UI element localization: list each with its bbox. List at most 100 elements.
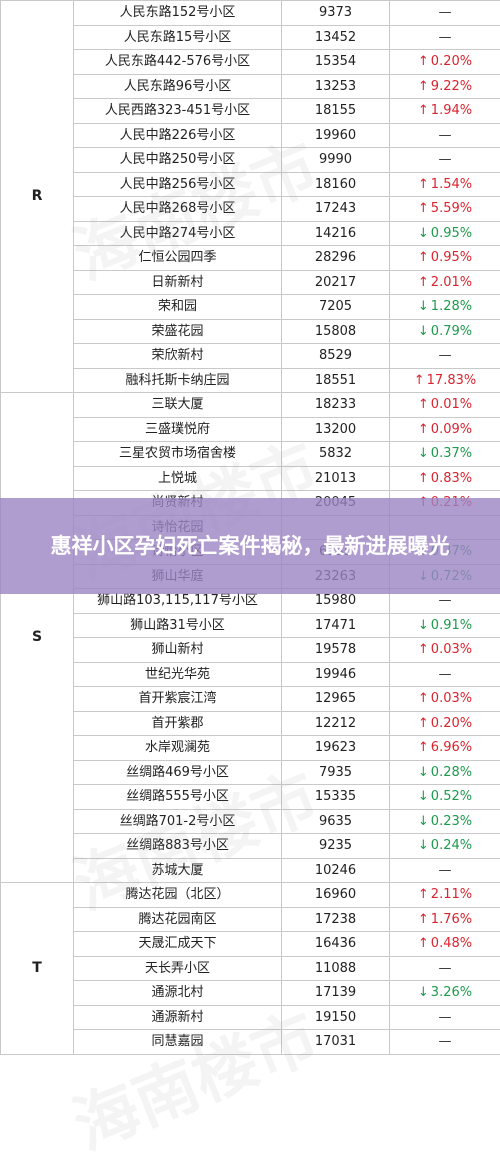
change-cell: ↓0.28%	[390, 760, 500, 785]
change-cell: ↑17.83%	[390, 368, 500, 393]
community-name: 丝绸路701-2号小区	[74, 809, 282, 834]
community-name: 人民中路268号小区	[74, 197, 282, 222]
community-name: 通源北村	[74, 981, 282, 1006]
price-value: 28296	[282, 246, 390, 271]
community-name: 人民中路226号小区	[74, 123, 282, 148]
change-value: —	[439, 593, 452, 608]
price-value: 13253	[282, 74, 390, 99]
price-value: 16960	[282, 883, 390, 908]
change-cell: ↓1.28%	[390, 295, 500, 320]
arrow-down-icon: ↓	[418, 761, 429, 784]
change-value: 0.91%	[431, 618, 472, 633]
price-value: 12212	[282, 711, 390, 736]
change-cell: —	[390, 148, 500, 173]
price-value: 18155	[282, 99, 390, 124]
price-value: 15335	[282, 785, 390, 810]
arrow-up-icon: ↑	[418, 271, 429, 294]
community-name: 人民东路96号小区	[74, 74, 282, 99]
arrow-down-icon: ↓	[418, 295, 429, 318]
price-value: 16436	[282, 932, 390, 957]
price-value: 9990	[282, 148, 390, 173]
community-name: 三盛璞悦府	[74, 417, 282, 442]
price-value: 10246	[282, 858, 390, 883]
price-value: 17243	[282, 197, 390, 222]
price-value: 9373	[282, 1, 390, 26]
change-cell: ↓0.79%	[390, 319, 500, 344]
arrow-up-icon: ↑	[418, 712, 429, 735]
change-value: 0.52%	[431, 789, 472, 804]
arrow-up-icon: ↑	[418, 687, 429, 710]
price-value: 20217	[282, 270, 390, 295]
change-value: 0.20%	[431, 54, 472, 69]
change-value: 3.26%	[431, 985, 472, 1000]
change-value: 9.22%	[431, 79, 472, 94]
change-cell: ↑0.20%	[390, 711, 500, 736]
arrow-down-icon: ↓	[418, 442, 429, 465]
price-value: 7205	[282, 295, 390, 320]
change-cell: ↓0.37%	[390, 442, 500, 467]
change-value: 0.24%	[431, 838, 472, 853]
change-cell: —	[390, 25, 500, 50]
community-name: 荣盛花园	[74, 319, 282, 344]
change-cell: ↓0.91%	[390, 613, 500, 638]
community-name: 人民中路274号小区	[74, 221, 282, 246]
community-name: 人民西路323-451号小区	[74, 99, 282, 124]
community-name: 日新新村	[74, 270, 282, 295]
change-cell: —	[390, 123, 500, 148]
change-cell: —	[390, 1, 500, 26]
arrow-up-icon: ↑	[418, 418, 429, 441]
community-name: 通源新村	[74, 1005, 282, 1030]
arrow-up-icon: ↑	[418, 638, 429, 661]
price-value: 9635	[282, 809, 390, 834]
arrow-up-icon: ↑	[418, 197, 429, 220]
arrow-up-icon: ↑	[418, 908, 429, 931]
headline-banner[interactable]: 惠祥小区孕妇死亡案件揭秘，最新进展曝光	[0, 498, 500, 594]
arrow-up-icon: ↑	[418, 883, 429, 906]
change-value: —	[439, 152, 452, 167]
change-cell: ↑0.03%	[390, 687, 500, 712]
change-cell: —	[390, 662, 500, 687]
change-cell: ↑6.96%	[390, 736, 500, 761]
change-cell: ↑1.76%	[390, 907, 500, 932]
community-name: 融科托斯卡纳庄园	[74, 368, 282, 393]
arrow-down-icon: ↓	[418, 614, 429, 637]
change-value: 0.28%	[431, 765, 472, 780]
change-value: 17.83%	[427, 373, 477, 388]
arrow-down-icon: ↓	[418, 834, 429, 857]
arrow-up-icon: ↑	[418, 393, 429, 416]
change-cell: —	[390, 1030, 500, 1055]
price-value: 19578	[282, 638, 390, 663]
community-name: 首开紫郡	[74, 711, 282, 736]
change-cell: ↑0.48%	[390, 932, 500, 957]
price-value: 11088	[282, 956, 390, 981]
community-name: 首开紫宸江湾	[74, 687, 282, 712]
headline-title[interactable]: 惠祥小区孕妇死亡案件揭秘，最新进展曝光	[30, 531, 470, 561]
price-value: 18233	[282, 393, 390, 418]
community-name: 人民东路15号小区	[74, 25, 282, 50]
community-name: 腾达花园南区	[74, 907, 282, 932]
price-value: 19946	[282, 662, 390, 687]
change-value: 0.03%	[431, 691, 472, 706]
change-cell: —	[390, 858, 500, 883]
community-name: 荣欣新村	[74, 344, 282, 369]
change-value: 5.59%	[431, 201, 472, 216]
community-name: 同慧嘉园	[74, 1030, 282, 1055]
change-cell: —	[390, 1005, 500, 1030]
